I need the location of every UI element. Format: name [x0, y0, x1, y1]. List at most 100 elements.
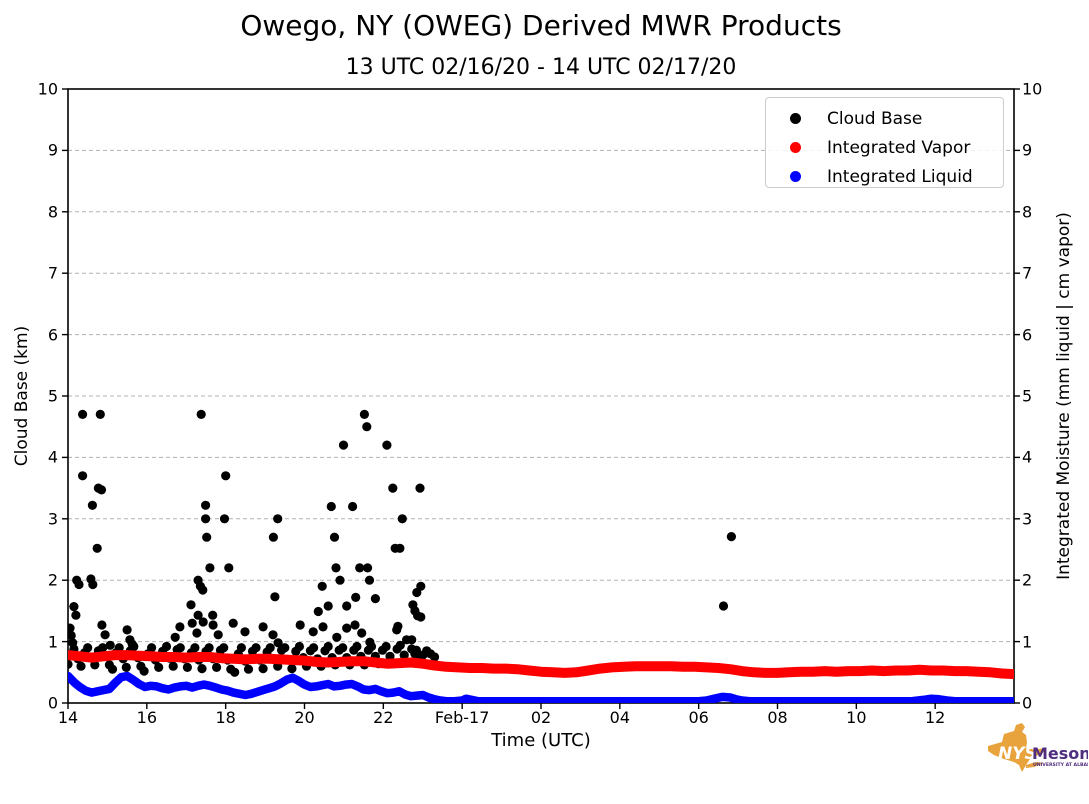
y-tick-label-left: 7 — [47, 263, 58, 283]
y-tick-label-left: 8 — [47, 202, 58, 222]
y-tick-label-right: 0 — [1022, 693, 1033, 713]
cloud-base-point — [236, 643, 246, 653]
x-tick-label: 10 — [846, 708, 867, 727]
cloud-base-point — [268, 630, 278, 640]
y-tick-label-right: 3 — [1022, 509, 1033, 529]
cloud-base-point — [415, 483, 425, 493]
y-tick-label-right: 4 — [1022, 447, 1033, 467]
cloud-base-point — [317, 581, 327, 591]
legend-label: Integrated Vapor — [827, 137, 971, 158]
cloud-base-point — [95, 409, 105, 419]
cloud-base-point — [107, 664, 118, 674]
cloud-base-point — [352, 641, 362, 652]
cloud-base-point — [370, 594, 380, 604]
cloud-base-point — [205, 563, 215, 573]
cloud-base-point — [78, 471, 88, 481]
ny-state-icon — [988, 723, 1046, 772]
cloud-base-point — [154, 662, 164, 673]
cloud-base-point — [243, 664, 254, 674]
cloud-base-point — [168, 661, 178, 671]
cloud-base-point — [147, 643, 157, 653]
x-tick-label: 04 — [609, 708, 631, 727]
cloud-base-point — [399, 650, 409, 660]
integrated-liquid-series — [68, 671, 1014, 703]
cloud-base-point — [196, 409, 206, 419]
cloud-base-point — [355, 563, 365, 573]
cloud-base-point — [323, 601, 333, 611]
cloud-base-point — [182, 662, 192, 673]
cloud-base-point — [105, 640, 115, 650]
cloud-base-point — [363, 563, 373, 573]
y-tick-label-right: 1 — [1022, 632, 1033, 652]
cloud-base-point — [122, 625, 132, 635]
cloud-base-point — [342, 623, 352, 633]
cloud-base-point — [359, 409, 369, 419]
y-tick-label-left: 10 — [37, 79, 58, 99]
cloud-base-point — [204, 643, 214, 653]
y-tick-label-right: 9 — [1022, 140, 1033, 160]
integrated-vapor-legend-dot-icon — [790, 142, 801, 153]
y-tick-label-right: 10 — [1022, 79, 1043, 99]
cloud-base-point — [270, 592, 280, 602]
cloud-base-point — [258, 622, 268, 632]
cloud-base-point — [351, 592, 361, 603]
cloud-base-point — [228, 618, 238, 628]
cloud-base-point — [71, 610, 81, 620]
cloud-base-point — [323, 641, 333, 652]
cloud-base-point — [313, 606, 323, 617]
cloud-base-point — [718, 601, 729, 611]
x-tick-label: Feb-17 — [434, 708, 490, 727]
cloud-base-point — [208, 610, 218, 620]
cloud-base-point — [331, 563, 341, 573]
y-tick-label-left: 1 — [47, 632, 58, 652]
legend-label: Cloud Base — [827, 108, 923, 129]
cloud-base-point — [318, 622, 328, 632]
cloud-base-point — [202, 532, 212, 542]
cloud-base-point — [139, 666, 149, 676]
cloud-base-point — [68, 630, 76, 641]
y-axis-label-left: Cloud Base (km) — [12, 325, 32, 467]
cloud-base-point — [175, 622, 185, 632]
cloud-base-point — [98, 643, 108, 653]
cloud-base-point — [294, 641, 304, 652]
cloud-base-point — [273, 638, 283, 648]
x-tick-label: 12 — [924, 708, 946, 727]
cloud-base-point — [338, 643, 348, 653]
cloud-base-point — [68, 659, 73, 669]
cloud-base-point — [265, 643, 275, 653]
cloud-base-point — [395, 543, 405, 553]
cloud-base-point — [348, 501, 358, 512]
cloud-base-point — [326, 501, 336, 512]
cloud-base-point — [201, 514, 211, 524]
cloud-base-point — [193, 610, 203, 620]
cloud-base-point — [350, 620, 360, 630]
cloud-base-point — [287, 664, 297, 674]
cloud-base-point — [230, 667, 240, 677]
nys-mesonet-logo-graphic: NYS Mesonet UNIVERSITY AT ALBANY — [988, 723, 1089, 772]
cloud-base-point — [395, 640, 405, 650]
legend-label: Integrated Liquid — [827, 166, 973, 187]
nys-mesonet-logo: NYS Mesonet UNIVERSITY AT ALBANY — [964, 718, 1089, 798]
y-tick-label-right: 7 — [1022, 263, 1033, 283]
cloud-base-point — [114, 643, 124, 653]
cloud-base-point — [364, 575, 375, 585]
y-tick-label-left: 9 — [47, 140, 58, 160]
y-tick-label-right: 5 — [1022, 386, 1033, 406]
chart-title: Owego, NY (OWEG) Derived MWR Products — [240, 9, 842, 42]
y-tick-label-right: 2 — [1022, 570, 1033, 590]
cloud-base-point — [308, 627, 318, 637]
cloud-base-point — [198, 617, 208, 627]
cloud-base-point — [219, 643, 229, 653]
cloud-base-point — [221, 471, 231, 481]
y-tick-label-left: 6 — [47, 325, 58, 345]
cloud-base-point — [342, 601, 352, 611]
series-group — [68, 409, 1014, 703]
cloud-base-point — [186, 600, 196, 610]
y-axis-label-right: Integrated Moisture (mm liquid | cm vapo… — [1054, 212, 1074, 580]
cloud-base-point — [76, 661, 86, 671]
y-tick-label-right: 6 — [1022, 325, 1033, 345]
cloud-base-point — [357, 628, 367, 638]
cloud-base-point — [280, 643, 290, 653]
cloud-base-point — [83, 643, 93, 653]
